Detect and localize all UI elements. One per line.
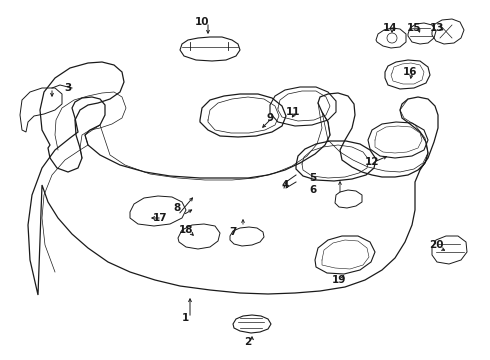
Text: 4: 4 — [281, 180, 289, 190]
Text: 10: 10 — [195, 17, 209, 27]
Text: 2: 2 — [245, 337, 252, 347]
Text: 18: 18 — [179, 225, 193, 235]
Text: 9: 9 — [267, 113, 273, 123]
Text: 1: 1 — [181, 313, 189, 323]
Text: 5: 5 — [309, 173, 317, 183]
Text: 17: 17 — [153, 213, 167, 223]
Text: 11: 11 — [286, 107, 300, 117]
Text: 20: 20 — [429, 240, 443, 250]
Text: 13: 13 — [430, 23, 444, 33]
Text: 15: 15 — [407, 23, 421, 33]
Text: 6: 6 — [309, 185, 317, 195]
Text: 8: 8 — [173, 203, 181, 213]
Text: 7: 7 — [229, 227, 237, 237]
Text: 19: 19 — [332, 275, 346, 285]
Text: 16: 16 — [403, 67, 417, 77]
Text: 14: 14 — [383, 23, 397, 33]
Text: 3: 3 — [64, 83, 72, 93]
Text: 12: 12 — [365, 157, 379, 167]
